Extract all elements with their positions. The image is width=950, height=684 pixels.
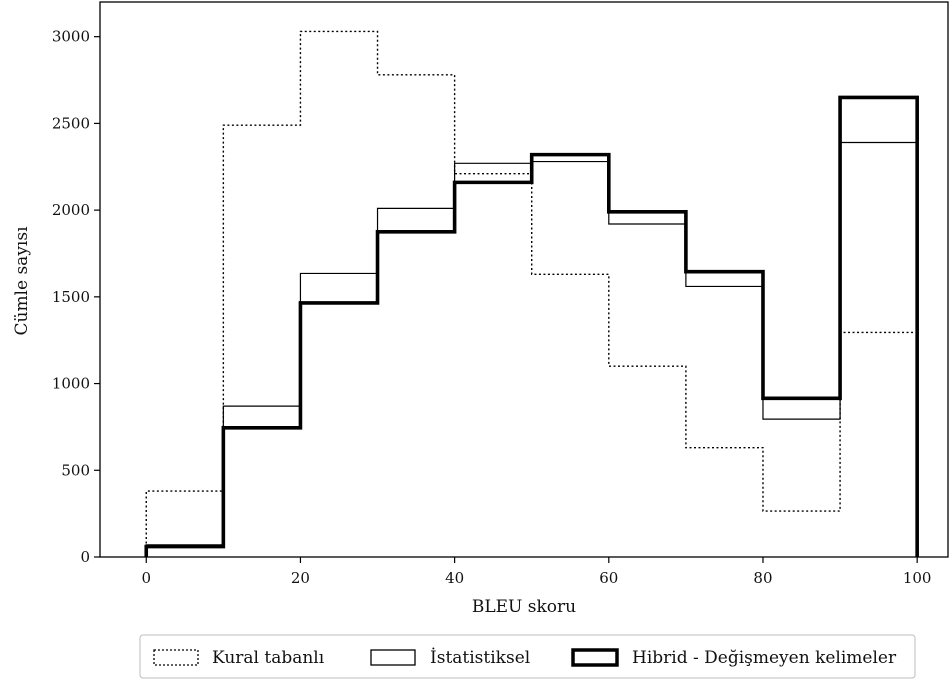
- legend-label-istatistiksel: İstatistiksel: [430, 647, 530, 668]
- plot-frame: [99, 1, 949, 558]
- legend-swatch-hibrid: [571, 648, 619, 667]
- x-axis-title: BLEU skoru: [472, 597, 576, 617]
- y-axis-title: Cümle sayısı: [12, 226, 32, 336]
- x-tick-label: 40: [445, 569, 464, 587]
- legend-label-hibrid: Hibrid - Değişmeyen kelimeler: [632, 648, 897, 668]
- legend-swatch-kural: [153, 649, 199, 666]
- y-tick-label: 3000: [52, 28, 90, 46]
- x-axis-ticks: 0 20 40 60 80 100: [141, 557, 931, 587]
- y-tick-label: 500: [61, 461, 90, 479]
- x-tick-label: 60: [599, 569, 618, 587]
- series-layer: [144, 30, 919, 557]
- y-axis-ticks: 0 500 1000 1500 2000 2500 3000: [52, 28, 100, 566]
- series-step-1: [145, 141, 918, 557]
- legend-swatch-istatistiksel: [370, 649, 416, 666]
- legend-frame: [139, 634, 916, 679]
- y-tick-label: 2500: [52, 114, 90, 132]
- x-tick-label: 0: [141, 569, 151, 587]
- series-step-2: [144, 95, 919, 557]
- y-tick-label: 2000: [52, 201, 90, 219]
- series-step-0: [145, 30, 918, 557]
- legend-label-kural: Kural tabanlı: [212, 648, 325, 668]
- x-tick-label: 20: [291, 569, 310, 587]
- y-tick-label: 1500: [52, 288, 90, 306]
- x-tick-label: 100: [903, 569, 932, 587]
- legend: Kural tabanlı İstatistiksel Hibrid - Değ…: [139, 634, 916, 679]
- y-tick-label: 1000: [52, 375, 90, 393]
- y-tick-label: 0: [80, 548, 90, 566]
- x-tick-label: 80: [753, 569, 772, 587]
